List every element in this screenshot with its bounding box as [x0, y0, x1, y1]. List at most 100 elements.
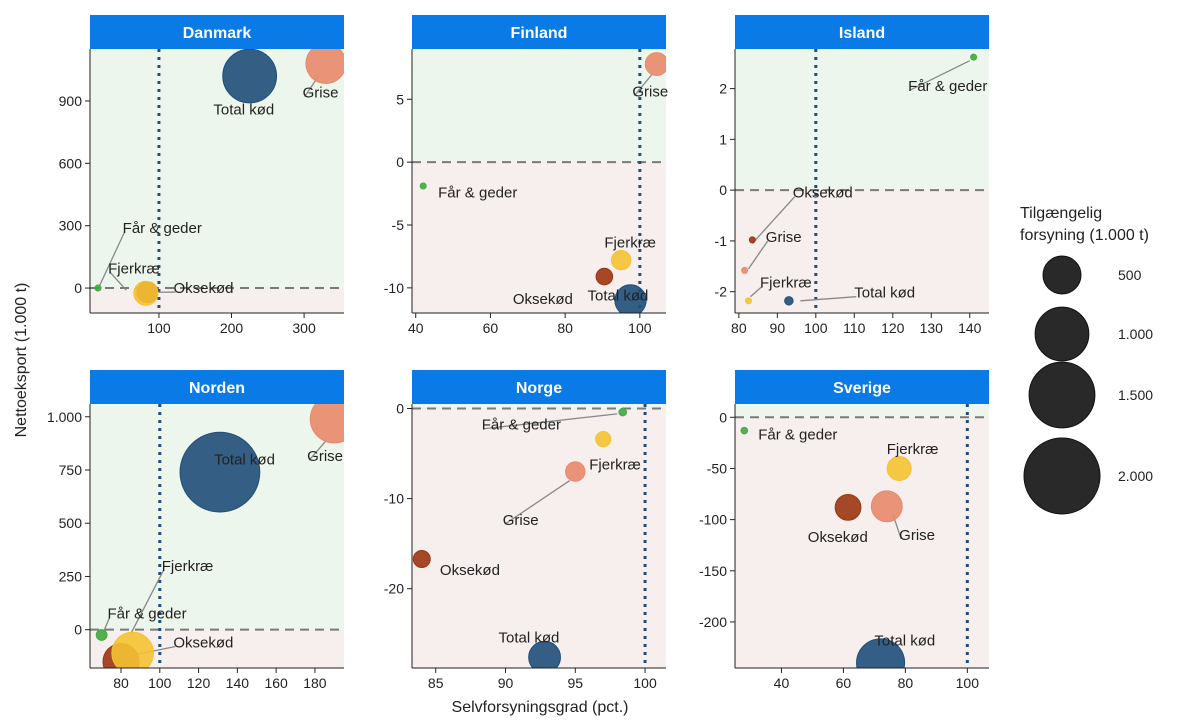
x-tick-label: 100 [956, 675, 980, 691]
bubble-point [180, 432, 260, 512]
y-tick-label: -200 [699, 614, 727, 630]
positive-region [735, 404, 989, 417]
legend-title-line-2: forsyning (1.000 t) [1020, 227, 1149, 244]
y-tick-label: -2 [715, 284, 728, 300]
y-tick-label: 0 [719, 182, 727, 198]
x-tick-label: 110 [843, 320, 866, 336]
panel-title: Sverige [833, 380, 891, 397]
bubble-point [742, 267, 748, 273]
bubble-point [566, 462, 585, 481]
y-tick-label: 0 [74, 280, 82, 296]
bubble-point [223, 49, 277, 103]
bubble-point [871, 491, 902, 522]
y-tick-label: 0 [396, 154, 404, 170]
point-label: Fjerkræ [589, 456, 641, 473]
point-label: Fjerkræ [108, 260, 160, 277]
y-tick-label: -150 [699, 563, 727, 579]
y-tick-label: 1.000 [47, 409, 82, 425]
x-tick-label: 80 [113, 675, 129, 691]
point-label: Grise [766, 229, 802, 246]
legend-bubble [1043, 256, 1081, 294]
legend-bubble [1029, 362, 1095, 428]
x-tick-label: 100 [628, 320, 652, 336]
y-tick-label: 900 [59, 93, 83, 109]
point-label: Får & geder [123, 220, 202, 237]
point-label: Får & geder [908, 78, 987, 95]
x-tick-label: 90 [770, 320, 786, 336]
x-tick-label: 40 [774, 675, 790, 691]
legend: Tilgængelig forsyning (1.000 t) 5001.000… [1020, 205, 1153, 514]
x-tick-label: 120 [187, 675, 211, 691]
bubble-point [413, 550, 430, 567]
point-label: Oksekød [440, 562, 500, 579]
point-label: Oksekød [173, 634, 233, 651]
panel-title: Finland [511, 25, 568, 42]
point-label: Grise [503, 512, 539, 529]
bubble-point [420, 183, 426, 189]
point-label: Får & geder [482, 417, 561, 434]
point-label: Får & geder [107, 606, 186, 623]
x-tick-label: 200 [220, 320, 244, 336]
x-tick-label: 120 [881, 320, 905, 336]
bubble-point [749, 237, 755, 243]
point-label: Oksekød [793, 185, 853, 202]
y-tick-label: -20 [384, 581, 404, 597]
y-tick-label: -10 [384, 280, 404, 296]
y-tick-label: -10 [384, 491, 404, 507]
y-tick-label: 5 [396, 91, 404, 107]
bubble-point [645, 53, 668, 76]
y-tick-label: 300 [59, 218, 83, 234]
y-axis-title: Nettoeksport (1.000 t) [13, 283, 30, 438]
panel-title: Norden [189, 380, 245, 397]
bubble-point [306, 44, 346, 84]
point-label: Får & geder [438, 184, 517, 201]
x-tick-label: 300 [292, 320, 316, 336]
point-label: Total kød [499, 629, 560, 646]
bubble-point [745, 298, 751, 304]
bubble-point [96, 630, 107, 641]
x-tick-label: 140 [226, 675, 250, 691]
y-tick-label: -100 [699, 512, 727, 528]
panel-title: Danmark [183, 25, 252, 42]
legend-label: 1.000 [1118, 326, 1153, 342]
y-tick-label: 750 [59, 462, 83, 478]
x-tick-label: 90 [498, 675, 514, 691]
x-tick-label: 60 [836, 675, 852, 691]
y-tick-label: 500 [59, 515, 83, 531]
point-label: Total kød [213, 101, 274, 118]
y-tick-label: 1 [719, 131, 727, 147]
point-label: Fjerkræ [887, 441, 939, 458]
panel-title: Norge [516, 380, 562, 397]
point-label: Fjerkræ [162, 558, 214, 575]
point-label: Oksekød [513, 291, 573, 308]
bubble-point [596, 432, 611, 447]
y-tick-label: 600 [59, 155, 83, 171]
positive-region [412, 49, 666, 162]
point-label: Fjerkræ [760, 275, 812, 292]
bubble-point [785, 297, 793, 305]
y-tick-label: 250 [59, 568, 83, 584]
point-label: Total kød [588, 287, 649, 304]
y-tick-label: 2 [719, 81, 727, 97]
y-tick-label: 0 [396, 401, 404, 417]
bubble-point [611, 251, 630, 270]
panel-title: Island [839, 25, 885, 42]
bubble-point [95, 285, 101, 291]
bubble-point [741, 427, 748, 434]
x-tick-label: 80 [898, 675, 914, 691]
legend-bubble [1024, 438, 1100, 514]
y-tick-label: 0 [719, 409, 727, 425]
legend-label: 500 [1118, 267, 1142, 283]
bubble-point [134, 281, 158, 305]
x-tick-label: 180 [303, 675, 327, 691]
x-tick-label: 140 [958, 320, 982, 336]
legend-label: 2.000 [1118, 468, 1153, 484]
point-label: Grise [632, 84, 668, 101]
x-tick-label: 80 [731, 320, 747, 336]
panels: Danmark Total kød Grise Får & geder Fjerkræ O… [47, 15, 989, 691]
y-tick-label: -50 [707, 460, 727, 476]
